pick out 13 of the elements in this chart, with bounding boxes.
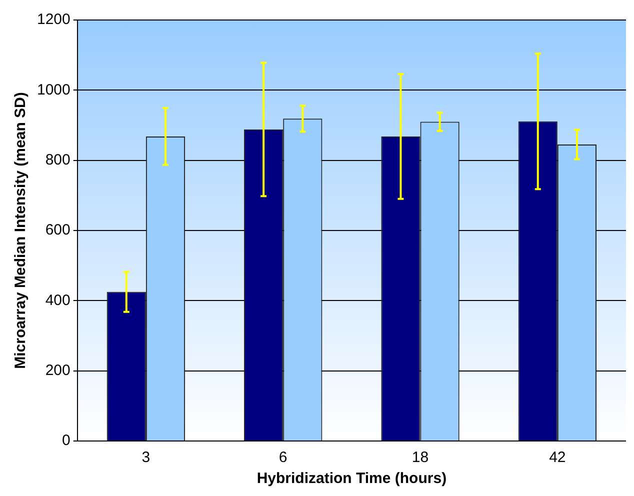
x-tick-label: 6 — [278, 449, 288, 466]
y-axis-title: Microarray Median Intensity (mean SD) — [12, 92, 30, 369]
y-tick-label: 200 — [45, 362, 70, 379]
y-tick-label: 1200 — [36, 11, 70, 28]
x-axis-title: Hybridization Time (hours) — [256, 470, 447, 488]
x-tick-label: 18 — [412, 449, 429, 466]
y-tick-label: 0 — [62, 432, 70, 450]
y-tick-label: 600 — [45, 222, 70, 239]
x-tick-label: 3 — [142, 449, 150, 466]
y-tick-label: 800 — [45, 151, 70, 168]
x-tick-label: 42 — [549, 449, 566, 466]
y-tick-label: 400 — [45, 292, 70, 309]
y-tick-label: 1000 — [36, 81, 70, 98]
